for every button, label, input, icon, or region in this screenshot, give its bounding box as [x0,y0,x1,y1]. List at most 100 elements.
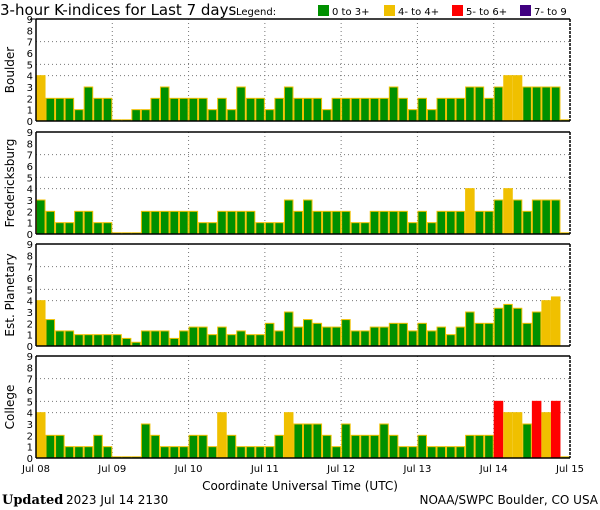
bar [236,210,246,235]
bar [159,446,170,459]
bar [131,109,141,122]
chart-title: 3-hour K-indices for Last 7 days [0,1,236,19]
bar [465,311,475,347]
bar [198,222,208,235]
bar [179,330,189,347]
bar [207,334,218,347]
bar [64,222,75,235]
y-tick-label: 6 [27,162,33,173]
bar [484,322,494,347]
panels: 0123456789Boulder0123456789Fredericksbur… [3,15,571,465]
x-axis-label: Coordinate Universal Time (UTC) [202,479,398,493]
y-tick-label: 9 [27,15,33,26]
bar [217,97,227,122]
legend-swatch [318,5,329,16]
bar [36,199,46,235]
bar [369,210,380,235]
bar [493,400,504,459]
bar [255,97,265,122]
bar [455,446,466,459]
y-tick-label: 4 [27,409,33,420]
y-tick-label: 9 [27,240,33,251]
y-tick-label: 8 [27,139,33,150]
y-tick-label: 0 [27,454,33,465]
bar [140,109,151,122]
y-tick-label: 9 [27,128,33,139]
bar [245,446,256,459]
y-tick-label: 7 [27,375,33,386]
bar [55,330,65,347]
y-tick-label: 7 [27,151,33,162]
bar [64,330,75,347]
bar [102,97,113,122]
legend-label: Legend: [236,7,276,18]
bar [198,434,208,459]
credit: NOAA/SWPC Boulder, CO USA [420,493,599,507]
bar [455,97,466,122]
bar [245,334,256,347]
bar [550,400,561,459]
bar [341,210,351,235]
bar [446,334,456,347]
bar [436,210,447,235]
bar [283,311,294,347]
bar [388,322,399,347]
bar [274,97,284,122]
bar [426,109,437,122]
bar [169,210,180,235]
y-tick-label: 2 [27,319,33,330]
bar [226,109,237,122]
y-tick-label: 4 [27,72,33,83]
bar [503,75,513,122]
bar [169,446,180,459]
bar [293,210,304,235]
bar [341,97,351,122]
bar [331,326,342,347]
bar [55,434,65,459]
bar [350,434,361,459]
bar [150,210,160,235]
bar [198,326,208,347]
bar [531,311,542,347]
bar [93,97,103,122]
y-tick-label: 3 [27,196,33,207]
bar [188,97,199,122]
bar [264,222,275,235]
bar [360,222,370,235]
y-tick-label: 3 [27,308,33,319]
bar [93,222,103,235]
bar [207,109,218,122]
x-tick-label: Jul 11 [250,464,279,475]
bar [93,434,103,459]
bar [179,446,189,459]
y-tick-label: 1 [27,219,33,230]
bar [484,97,494,122]
bar [446,210,456,235]
bar [159,86,170,122]
bar [331,210,342,235]
bar [226,434,237,459]
bar [484,210,494,235]
bar [417,322,427,347]
bar [36,412,46,459]
bar [45,210,56,235]
bar [264,322,275,347]
bar [531,86,542,122]
bar [474,434,485,459]
x-axis-ticks: Jul 08 Jul 09 Jul 10 Jul 11 Jul 12 Jul 13 Jul … [21,464,584,475]
bar [226,210,237,235]
bar [512,75,523,122]
bar [217,412,227,459]
bar [45,319,56,347]
y-tick-label: 0 [27,230,33,241]
bar [217,210,227,235]
bar [140,423,151,459]
y-tick-label: 7 [27,263,33,274]
bar [388,86,399,122]
bar [407,330,418,347]
panel-label: Fredericksburg [3,139,17,228]
bar [179,210,189,235]
bar [140,210,151,235]
legend-entry: 4- to 4+ [398,7,439,18]
